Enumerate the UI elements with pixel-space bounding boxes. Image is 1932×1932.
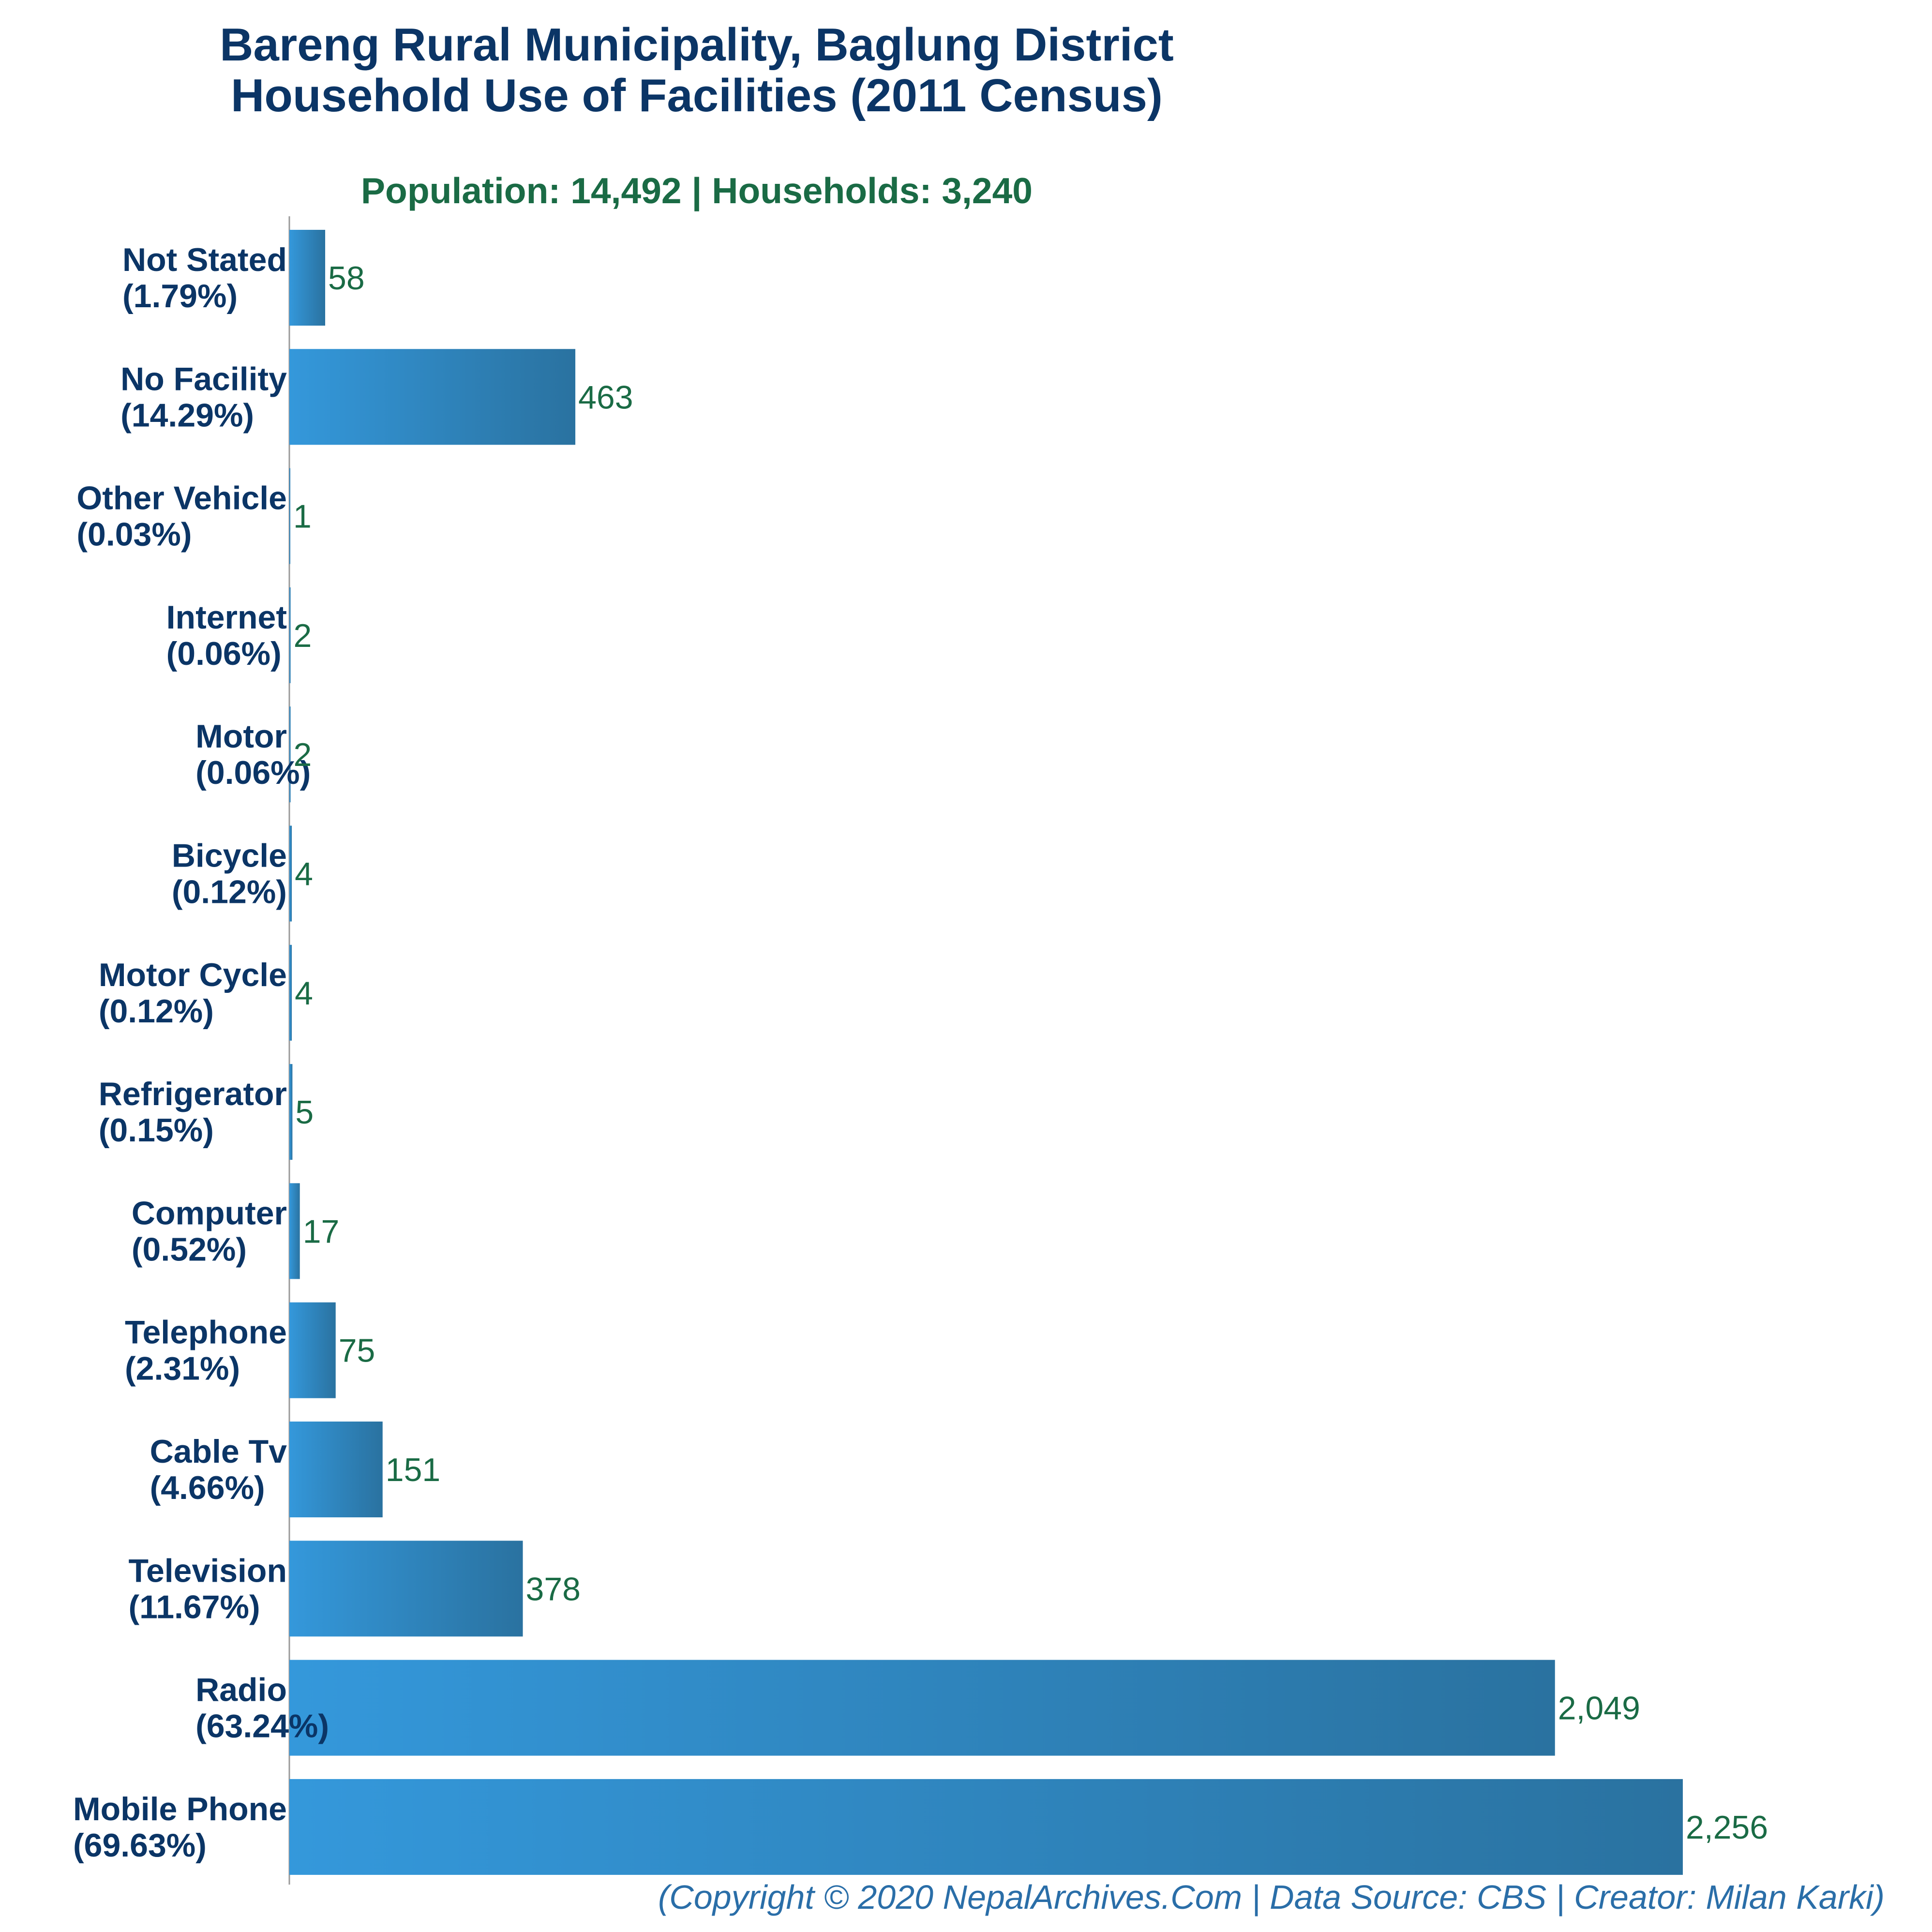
value-labels-group: 58 463 1 2 2 4 4 5 17 75 151 378 2,049 2,256 (293, 260, 1768, 1846)
category-label-radio: Radio (195, 1672, 287, 1708)
chart-footer: (Copyright © 2020 NepalArchives.Com | Da… (658, 1878, 1885, 1917)
value-label-cable-tv: 151 (386, 1452, 440, 1488)
category-label-television: Television (128, 1552, 287, 1589)
bar-other-vehicle (289, 468, 290, 564)
category-label-motor-cycle: Motor Cycle (99, 957, 287, 993)
bar-motor (289, 706, 291, 803)
category-percent-not-stated: (1.79%) (122, 278, 238, 315)
value-label-not-stated: 58 (328, 260, 365, 297)
value-label-other-vehicle: 1 (293, 498, 312, 535)
bar-mobile-phone (289, 1779, 1683, 1875)
bar-television (289, 1541, 523, 1637)
value-label-radio: 2,049 (1558, 1690, 1640, 1727)
value-label-computer: 17 (303, 1213, 340, 1250)
category-label-motor: Motor (195, 718, 287, 755)
category-label-other-vehicle: Other Vehicle (76, 480, 287, 517)
category-percent-television: (11.67%) (128, 1588, 260, 1625)
value-label-motor: 2 (294, 736, 312, 773)
category-label-computer: Computer (132, 1195, 287, 1231)
category-label-not-stated: Not Stated (122, 241, 287, 278)
category-percent-bicycle: (0.12%) (172, 874, 287, 911)
category-label-refrigerator: Refrigerator (99, 1076, 287, 1112)
value-label-internet: 2 (294, 617, 312, 654)
value-label-no-facility: 463 (578, 379, 633, 416)
category-percent-radio: (63.24%) (195, 1708, 329, 1745)
category-label-cable-tv: Cable Tv (150, 1433, 287, 1470)
value-label-television: 378 (526, 1571, 581, 1607)
value-label-motor-cycle: 4 (295, 975, 313, 1012)
chart-subtitle: Population: 14,492 | Households: 3,240 (361, 170, 1033, 211)
bar-not-stated (289, 230, 326, 326)
value-label-mobile-phone: 2,256 (1686, 1809, 1768, 1846)
category-percent-telephone: (2.31%) (125, 1350, 240, 1387)
bar-bicycle (289, 825, 292, 922)
category-percent-mobile-phone: (69.63%) (73, 1827, 207, 1864)
chart-title-line1: Bareng Rural Municipality, Baglung Distr… (220, 19, 1174, 71)
category-label-bicycle: Bicycle (172, 838, 287, 874)
value-label-refrigerator: 5 (295, 1094, 314, 1131)
category-label-telephone: Telephone (125, 1314, 287, 1351)
category-percent-refrigerator: (0.15%) (99, 1112, 214, 1149)
bar-internet (289, 587, 291, 683)
bar-cable-tv (289, 1422, 383, 1517)
bar-radio (289, 1660, 1555, 1756)
category-percent-other-vehicle: (0.03%) (76, 516, 192, 553)
bar-computer (289, 1183, 300, 1279)
category-percent-internet: (0.06%) (166, 635, 282, 672)
chart-title-line2: Household Use of Facilities (2011 Census… (231, 70, 1163, 121)
value-label-bicycle: 4 (295, 856, 313, 893)
category-percent-cable-tv: (4.66%) (150, 1469, 265, 1506)
category-label-internet: Internet (166, 599, 287, 636)
bar-motor-cycle (289, 944, 292, 1041)
bars-group (289, 230, 1683, 1875)
category-label-no-facility: No Facility (120, 360, 287, 397)
bar-refrigerator (289, 1064, 293, 1160)
category-percent-computer: (0.52%) (132, 1231, 247, 1268)
category-labels-group: Not Stated(1.79%) No Facility(14.29%) Othe… (73, 241, 329, 1864)
category-percent-motor-cycle: (0.12%) (99, 993, 214, 1030)
bar-no-facility (289, 349, 576, 445)
category-label-mobile-phone: Mobile Phone (73, 1791, 287, 1827)
category-percent-motor: (0.06%) (195, 754, 311, 791)
category-percent-no-facility: (14.29%) (120, 397, 254, 434)
value-label-telephone: 75 (339, 1333, 375, 1369)
bar-telephone (289, 1302, 336, 1398)
